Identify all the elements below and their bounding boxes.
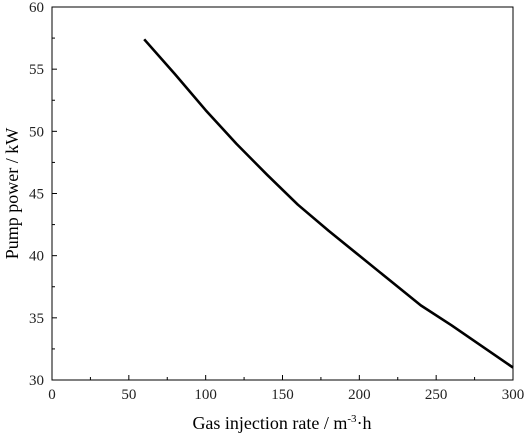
y-tick-label: 55 <box>29 62 44 78</box>
y-tick-label: 45 <box>29 187 44 203</box>
y-axis: 30 35 40 45 50 55 60 <box>29 0 57 389</box>
y-tick-label: 40 <box>29 249 44 265</box>
x-tick-label: 50 <box>121 387 136 403</box>
series-layer <box>143 38 514 369</box>
y-tick-label: 35 <box>29 311 44 327</box>
x-tick-label: 0 <box>48 387 56 403</box>
x-tick-label: 200 <box>348 387 371 403</box>
y-tick-label: 60 <box>29 0 44 16</box>
x-tick-label: 250 <box>425 387 448 403</box>
y-axis-title: Pump power / kW <box>2 128 22 259</box>
y-tick-label: 30 <box>29 373 44 389</box>
x-tick-label: 150 <box>271 387 294 403</box>
x-axis: 0 50 100 150 200 250 300 <box>48 375 524 403</box>
x-axis-title: Gas injection rate / m-3·h <box>192 413 371 433</box>
plot-frame <box>51 6 514 381</box>
series-line <box>143 38 514 369</box>
x-tick-label: 300 <box>502 387 525 403</box>
x-tick-label: 100 <box>194 387 217 403</box>
y-tick-label: 50 <box>29 124 44 140</box>
